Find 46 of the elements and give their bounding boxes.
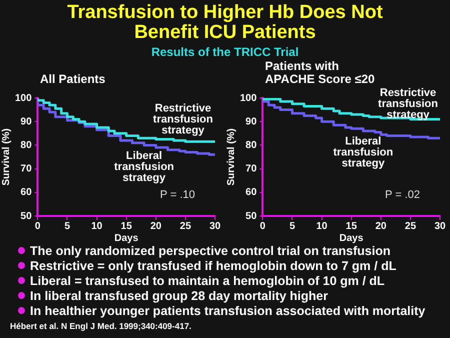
text: Transfusion to Higher Hb Does Not Benefit ICU Patients — [66, 1, 384, 43]
x-tick-label: 10 — [91, 220, 103, 232]
y-axis-title: Survival (%) — [226, 128, 237, 186]
x-axis-title: Days — [339, 232, 364, 244]
series-label: Restrictive transfusion strategy — [153, 102, 214, 137]
y-axis-title: Survival (%) — [0, 128, 12, 186]
y-tick-label: 80 — [20, 140, 32, 151]
x-tick-label: 15 — [346, 220, 358, 232]
y-tick-label: 70 — [20, 164, 32, 175]
x-tick-label: 10 — [316, 220, 328, 232]
x-tick-label: 5 — [64, 220, 70, 232]
x-tick-label: 20 — [375, 220, 387, 232]
y-tick-label: 90 — [20, 116, 32, 128]
text: Results of the TRICC Trial — [150, 45, 300, 59]
chart-title: Patients with APACHE Score ≤20 — [264, 59, 376, 86]
x-tick-label: 25 — [180, 220, 192, 232]
x-tick-label: 30 — [209, 220, 221, 232]
y-tick-label: 90 — [246, 116, 258, 128]
x-tick-label: 5 — [289, 220, 296, 232]
series-label: Liberal transfusion strategy — [114, 150, 174, 184]
x-axis-title: Days — [114, 232, 139, 244]
text: The only randomized perspective control trial on transfusion — [30, 244, 390, 258]
chart-title: All Patients — [39, 71, 106, 86]
text: In healthier younger patients transfusion associated with mortality — [30, 304, 426, 318]
y-tick-label: 50 — [20, 210, 32, 222]
y-tick-label: 50 — [246, 210, 258, 222]
text: Restrictive = only transfused if hemoglobin down to 7 gm / dL — [30, 259, 396, 273]
annotation: P = .10 — [160, 189, 195, 201]
x-tick-label: 25 — [404, 220, 416, 232]
x-tick-label: 20 — [150, 220, 162, 232]
x-tick-label: 30 — [434, 220, 446, 232]
y-tick-label: 100 — [240, 92, 258, 104]
y-tick-label: 80 — [246, 140, 258, 151]
x-tick-label: 0 — [260, 220, 266, 232]
text: In liberal transfused group 28 day mortality higher — [30, 289, 328, 303]
y-tick-label: 60 — [246, 187, 258, 198]
series-label: Restrictive transfusion strategy — [378, 87, 438, 121]
series-label: Liberal transfusion strategy — [333, 136, 394, 170]
text: Liberal = transfused to maintain a hemoglobin of 10 gm / dL — [30, 274, 385, 288]
annotation: P = .02 — [385, 189, 420, 201]
x-tick-label: 0 — [34, 220, 41, 232]
x-tick-label: 15 — [120, 220, 132, 232]
y-tick-label: 100 — [14, 92, 32, 104]
y-tick-label: 60 — [20, 187, 32, 198]
text: Hébert et al. N Engl J Med. 1999;340:409-417. — [10, 321, 192, 331]
y-tick-label: 70 — [246, 164, 258, 175]
